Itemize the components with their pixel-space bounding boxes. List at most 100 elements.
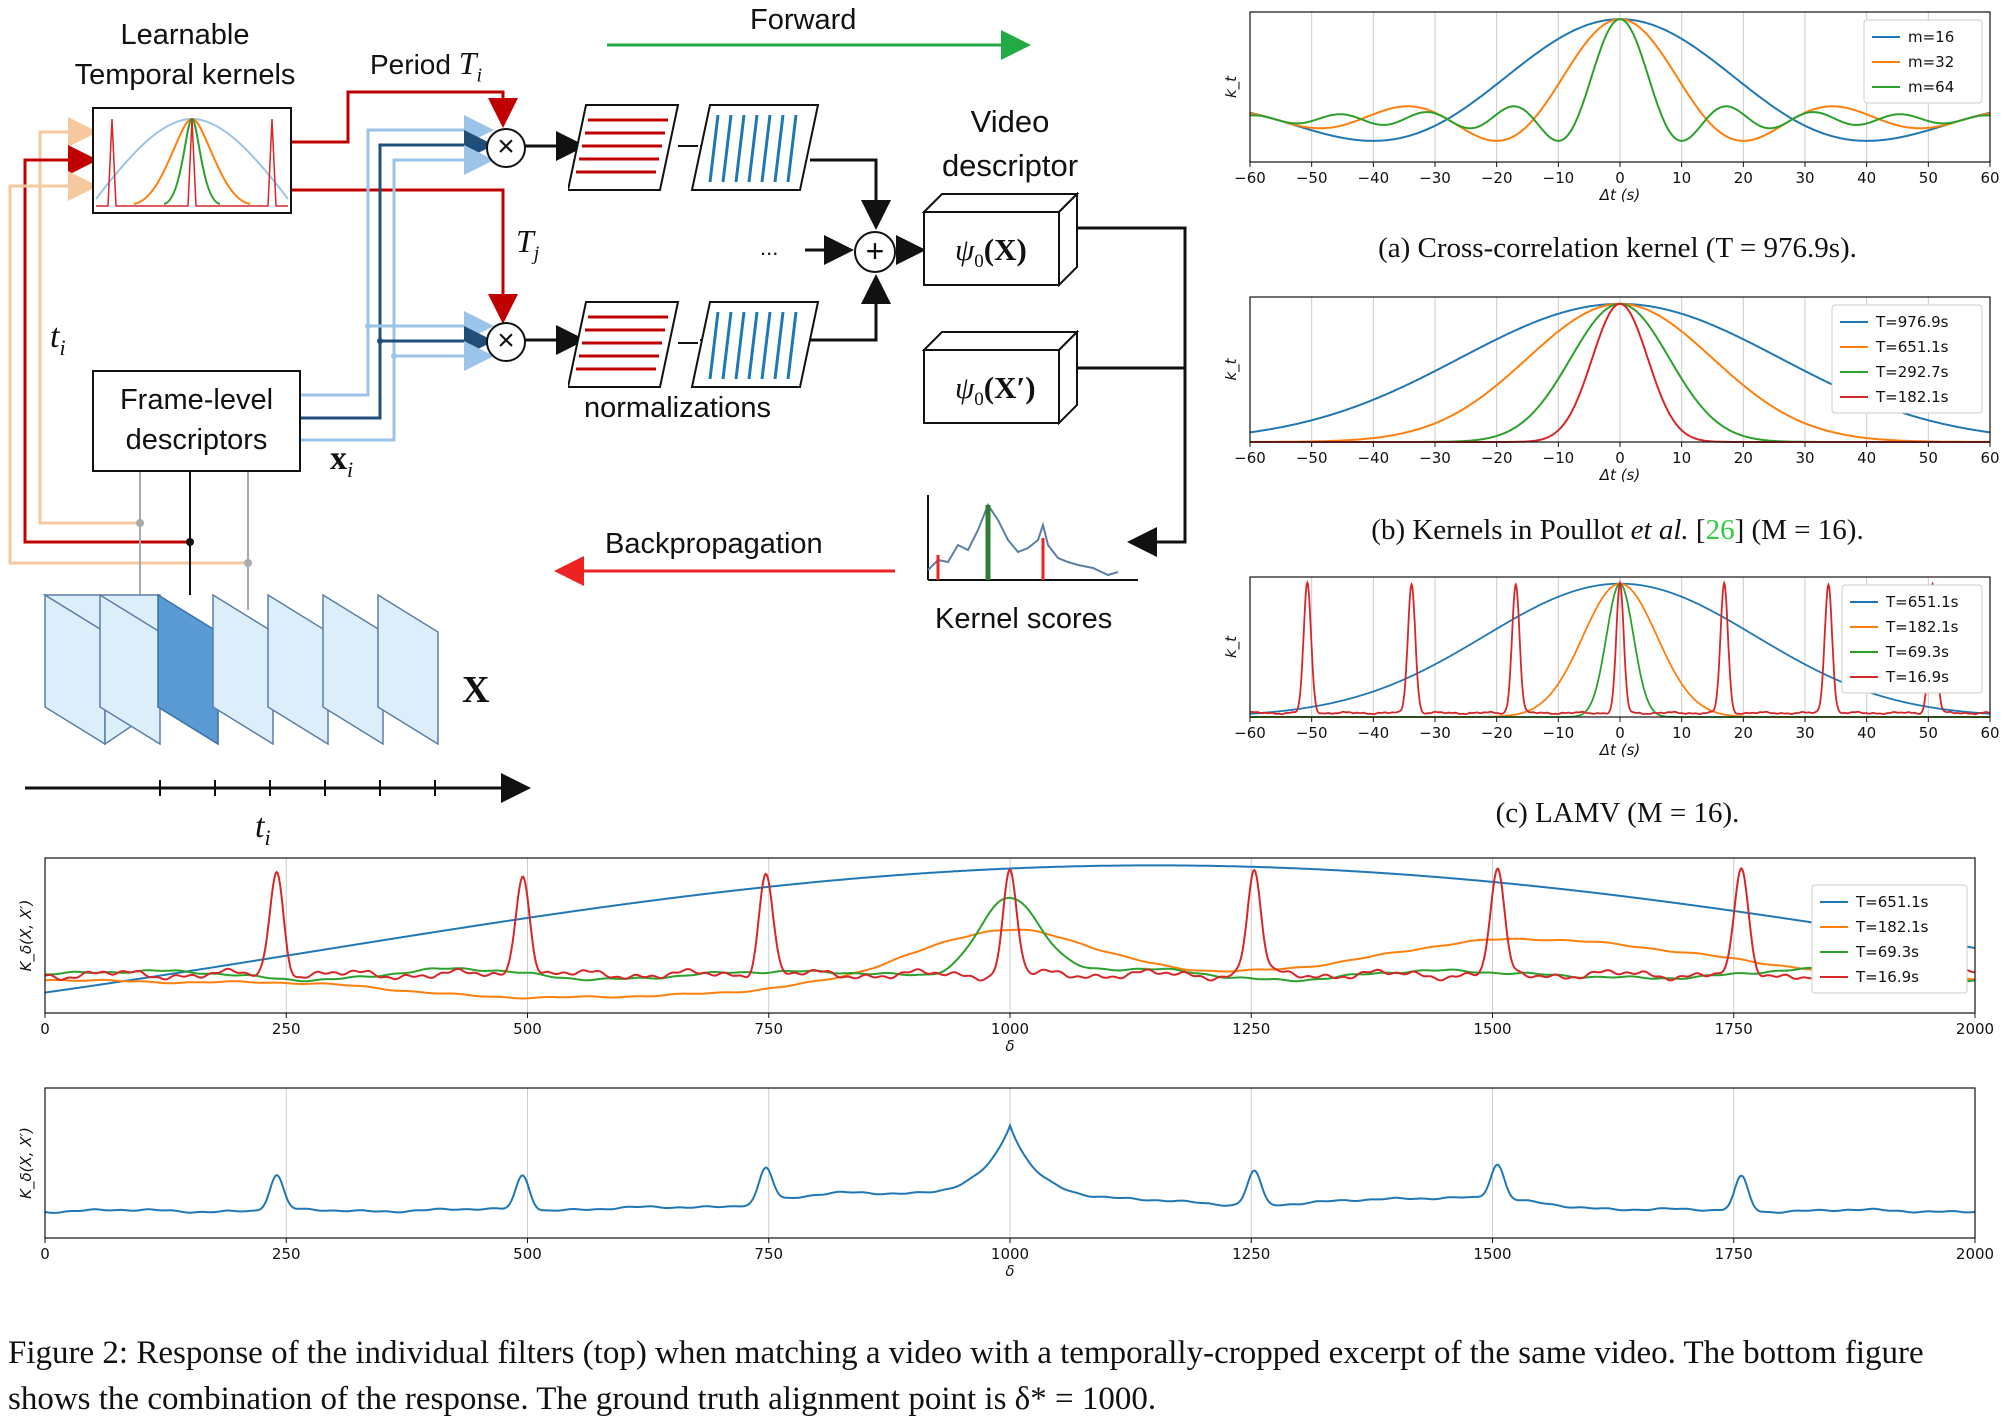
x-tick-label: 500 [513, 1020, 542, 1038]
descriptor-cube-xprime [922, 330, 1080, 426]
x-tick-label: 750 [754, 1245, 783, 1263]
legend-label: m=32 [1908, 53, 1954, 71]
legend-label: m=64 [1908, 78, 1954, 96]
ti-label: ti [50, 318, 66, 360]
y-axis-label: k_t [1225, 75, 1241, 98]
x-tick-label: −40 [1358, 449, 1390, 467]
x-tick-label: −20 [1481, 724, 1513, 742]
x-tick-label: 1750 [1715, 1020, 1753, 1038]
x-tick-label: 50 [1919, 449, 1938, 467]
x-tick-label: 20 [1734, 724, 1753, 742]
x-tick-label: 50 [1919, 724, 1938, 742]
legend-label: T=182.1s [1875, 388, 1949, 406]
x-tick-label: 20 [1734, 169, 1753, 187]
x-tick-label: 1500 [1473, 1245, 1511, 1263]
chart-poullot-kernels: −60 −50 −40 −30 −20 −10 0 10 20 30 40 50 60 Δt (s) k_t… [1225, 296, 2000, 484]
caption-a: (a) Cross-correlation kernel (T = 976.9s… [1378, 232, 1857, 264]
x-tick-label: 1750 [1715, 1245, 1753, 1263]
x-tick-label: 0 [1615, 724, 1625, 742]
x-tick-label: 30 [1795, 724, 1814, 742]
chart-combined-response: 0 250 500 750 1000 1250 1500 1750 2000 δ K_δ(X, X′… [17, 1087, 1994, 1280]
x-tick-label: 0 [1615, 449, 1625, 467]
normalizations-label: normalizations [584, 392, 771, 424]
x-tick-label: 1250 [1232, 1020, 1270, 1038]
x-tick-label: 750 [754, 1020, 783, 1038]
x-axis-label: δ [1005, 1262, 1014, 1280]
chart-cross-correlation-kernel: −60 −50 −40 −30 −20 −10 0 10 20 30 40 50 60 Δt (s) k_t… [1225, 11, 2000, 204]
forward-label: Forward [750, 4, 857, 36]
x-tick-label: −60 [1234, 449, 1266, 467]
period-ti-wire [290, 90, 518, 144]
legend-label: T=651.1s [1855, 893, 1929, 911]
period-tj-wire [290, 188, 518, 324]
y-axis-label: K_δ(X, X′) [17, 900, 36, 972]
x-tick-label: 1000 [991, 1020, 1029, 1038]
x-tick-label: −30 [1419, 169, 1451, 187]
legend-label: T=292.7s [1875, 363, 1949, 381]
multiply-node-top: × [486, 128, 526, 168]
frame-level-descriptors-box [92, 370, 301, 472]
x-tick-label: 60 [1980, 169, 1999, 187]
kernel-thumbnail [95, 117, 289, 207]
x-tick-label: −60 [1234, 169, 1266, 187]
x-tick-label: 20 [1734, 449, 1753, 467]
series-line-m=64 [1250, 18, 1990, 142]
x-tick-label: 500 [513, 1245, 542, 1263]
video-descriptor-label: Video descriptor [941, 104, 1079, 183]
x-tick-label: 10 [1672, 724, 1691, 742]
kernels-label: Learnable Temporal kernels [74, 19, 296, 91]
x-axis-label: Δt (s) [1599, 741, 1640, 759]
x-tick-label: −50 [1296, 449, 1328, 467]
kernel-scores-plot [927, 495, 1138, 581]
x-tick-label: −10 [1543, 724, 1575, 742]
y-axis-label: k_t [1225, 635, 1241, 658]
x-tick-label: 30 [1795, 169, 1814, 187]
caption-c: (c) LAMV (M = 16). [1495, 797, 1740, 829]
caption-b: (b) Kernels in Poullot et al. [26] (M = … [1371, 514, 1864, 546]
x-tick-label: −10 [1543, 449, 1575, 467]
legend-box [1841, 584, 1983, 694]
sum-node: + [854, 231, 896, 273]
y-axis-label: K_δ(X, X′) [17, 1127, 36, 1199]
multiply-node-bottom: × [486, 322, 526, 362]
normalization-block-bottom [568, 301, 820, 388]
x-tick-label: 40 [1857, 169, 1876, 187]
legend-label: T=182.1s [1855, 918, 1929, 936]
descriptor-cube-x [922, 192, 1080, 288]
x-tick-label: 40 [1857, 449, 1876, 467]
psi-x-label: ψ0(X) [955, 232, 1027, 273]
x-tick-label: −40 [1358, 169, 1390, 187]
x-tick-label: −50 [1296, 724, 1328, 742]
kernel-scores-label: Kernel scores [935, 603, 1113, 635]
series-line-T=69.3s [45, 896, 1976, 983]
xi-label: xi [330, 440, 354, 482]
video-x-label: X [462, 669, 490, 711]
legend-label: T=976.9s [1875, 313, 1949, 331]
x-tick-label: −50 [1296, 169, 1328, 187]
x-tick-label: 40 [1857, 724, 1876, 742]
x-tick-label: −20 [1481, 169, 1513, 187]
x-tick-label: 2000 [1956, 1020, 1994, 1038]
series-line-T=16.9s [44, 866, 1976, 982]
backprop-label: Backpropagation [605, 528, 823, 560]
legend-label: T=69.3s [1885, 643, 1949, 661]
video-frames [42, 593, 439, 746]
psi-xprime-label: ψ0(X′) [955, 370, 1036, 411]
figure-caption: Figure 2: Response of the individual fil… [8, 1335, 1924, 1417]
x-tick-label: 1000 [991, 1245, 1029, 1263]
legend-label: m=16 [1908, 28, 1954, 46]
x-tick-label: −10 [1543, 169, 1575, 187]
x-axis-label: δ [1005, 1037, 1014, 1055]
legend-label: T=651.1s [1885, 593, 1959, 611]
x-tick-label: 250 [272, 1020, 301, 1038]
legend-label: T=182.1s [1885, 618, 1959, 636]
chart-filter-responses: 0 250 500 750 1000 1250 1500 1750 2000 δ K_δ(X, X′… [17, 857, 1994, 1055]
legend-box [1811, 884, 1968, 994]
x-tick-label: 1500 [1473, 1020, 1511, 1038]
x-tick-label: −20 [1481, 449, 1513, 467]
period-label: Period Ti [370, 45, 483, 87]
ellipsis: ... [760, 235, 779, 260]
x-tick-label: 2000 [1956, 1245, 1994, 1263]
x-tick-label: 60 [1980, 449, 1999, 467]
x-tick-label: 0 [40, 1245, 50, 1263]
